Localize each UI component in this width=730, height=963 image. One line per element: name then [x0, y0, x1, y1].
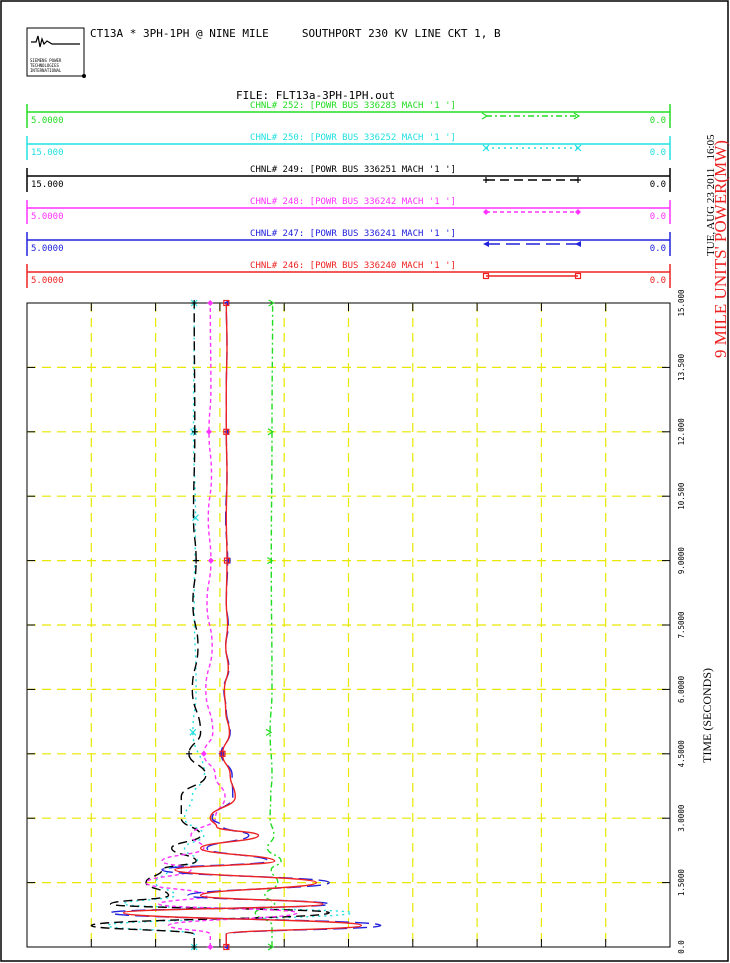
black-marker: [191, 300, 198, 306]
red-marker: [223, 943, 230, 951]
logo-line-2: TECHNOLOGIES: [30, 63, 59, 68]
series-line-magenta: [145, 302, 298, 948]
green-marker: [481, 112, 489, 120]
legend-row-green: CHNL# 252: [POWR BUS 336283 MACH '1 '] 5.…: [26, 101, 671, 128]
cyan-marker: [574, 144, 582, 152]
logo-line-1: SIEMENS POWER: [30, 58, 62, 63]
time-tick-label: 12.000: [677, 418, 686, 446]
channel-legend: CHNL# 252: [POWR BUS 336283 MACH '1 '] 5.…: [26, 101, 671, 288]
red-marker: [574, 272, 582, 280]
time-tick-label: 6.0000: [677, 675, 686, 703]
legend-scale-max: 0.0: [650, 180, 666, 190]
time-tick-label: 10.500: [677, 482, 686, 510]
time-tick-label: 13.500: [677, 353, 686, 381]
green-marker: [267, 557, 274, 565]
legend-scale-max: 0.0: [650, 244, 666, 254]
legend-scale-min: 15.000: [31, 180, 64, 190]
legend-channel-name: CHNL# 250: [POWR BUS 336252 MACH '1 ']: [250, 133, 456, 143]
blue-marker: [483, 241, 489, 247]
plot-title: CT13A * 3PH-1PH @ NINE MILE SOUTHPORT 23…: [90, 27, 501, 40]
series-green: [254, 299, 282, 951]
black-marker: [191, 944, 198, 950]
magenta-marker: [207, 300, 214, 306]
legend-scale-min: 5.0000: [31, 116, 64, 126]
series-line-green: [254, 302, 282, 947]
legend-channel-name: CHNL# 246: [POWR BUS 336240 MACH '1 ']: [250, 261, 456, 271]
time-tick-label: 7.5000: [677, 611, 686, 639]
legend-row-magenta: CHNL# 248: [POWR BUS 336242 MACH '1 '] 5.…: [26, 197, 671, 224]
black-marker: [483, 177, 489, 183]
plot-grid: [27, 303, 670, 947]
black-marker: [575, 177, 581, 183]
legend-channel-name: CHNL# 247: [POWR BUS 336241 MACH '1 ']: [250, 229, 456, 239]
blue-marker: [575, 241, 581, 247]
legend-row-blue: CHNL# 247: [POWR BUS 336241 MACH '1 '] 5.…: [26, 229, 671, 256]
magenta-marker: [207, 557, 214, 564]
file-label: FILE: FLT13a-3PH-1PH.out: [236, 89, 395, 102]
legend-channel-name: CHNL# 248: [POWR BUS 336242 MACH '1 ']: [250, 197, 456, 207]
legend-row-black: CHNL# 249: [POWR BUS 336251 MACH '1 '] 15…: [26, 165, 671, 192]
series-red: [122, 299, 363, 951]
axis-ticks: 0.0 1.5000 3.0000 4.5000 6.0000 7.5000 9.0000 1…: [26, 289, 686, 954]
legend-scale-max: 0.0: [650, 116, 666, 126]
series-line-cyan: [106, 302, 353, 947]
time-tick-label: 1.5000: [677, 869, 686, 897]
legend-row-red: CHNL# 246: [POWR BUS 336240 MACH '1 '] 5.…: [26, 261, 671, 288]
logo-line-3: INTERNATIONAL: [30, 68, 62, 73]
magenta-marker: [207, 944, 214, 950]
black-marker: [193, 557, 200, 564]
plot-series: [90, 299, 382, 951]
black-marker: [191, 428, 198, 435]
red-marker: [223, 428, 230, 435]
cyan-marker: [189, 728, 197, 736]
magenta-marker: [575, 209, 581, 215]
green-marker: [267, 943, 275, 951]
time-tick-label: 15.000: [677, 289, 686, 317]
time-tick-label: 4.5000: [677, 740, 686, 768]
black-marker: [186, 750, 193, 757]
legend-scale-min: 15.000: [31, 148, 64, 158]
red-marker: [223, 557, 231, 564]
magenta-marker: [205, 428, 212, 435]
green-marker: [573, 112, 581, 120]
magenta-marker: [483, 209, 489, 215]
red-marker: [482, 272, 490, 280]
red-marker: [219, 750, 226, 757]
green-marker: [268, 299, 275, 307]
legend-channel-name: CHNL# 249: [POWR BUS 336251 MACH '1 ']: [250, 165, 456, 175]
legend-scale-max: 0.0: [650, 276, 666, 286]
time-tick-label: 0.0: [677, 940, 686, 954]
legend-channel-name: CHNL# 252: [POWR BUS 336283 MACH '1 ']: [250, 101, 456, 111]
series-magenta: [145, 300, 298, 950]
legend-scale-min: 5.0000: [31, 276, 64, 286]
siemens-logo: SIEMENS POWER TECHNOLOGIES INTERNATIONAL: [26, 27, 86, 78]
date-label: TUE, AUG 23 2011 16:05: [705, 134, 717, 256]
time-tick-label: 9.0000: [677, 547, 686, 575]
legend-scale-min: 5.0000: [31, 244, 64, 254]
time-tick-label: 3.0000: [677, 804, 686, 832]
series-line-red: [122, 302, 363, 947]
series-cyan: [106, 299, 353, 951]
green-marker: [265, 728, 273, 736]
legend-row-cyan: CHNL# 250: [POWR BUS 336252 MACH '1 '] 15…: [26, 133, 671, 160]
legend-scale-max: 0.0: [650, 148, 666, 158]
legend-scale-max: 0.0: [650, 212, 666, 222]
green-marker: [267, 428, 275, 436]
y-axis-label: 9 MILE UNITS' POWER(MW): [711, 140, 730, 358]
series-line-black: [90, 302, 330, 947]
cyan-marker: [482, 144, 490, 152]
legend-scale-min: 5.0000: [31, 212, 64, 222]
red-marker: [223, 299, 230, 307]
magenta-marker: [200, 750, 207, 757]
x-axis-label: TIME (SECONDS): [700, 668, 714, 763]
series-black: [90, 300, 330, 950]
